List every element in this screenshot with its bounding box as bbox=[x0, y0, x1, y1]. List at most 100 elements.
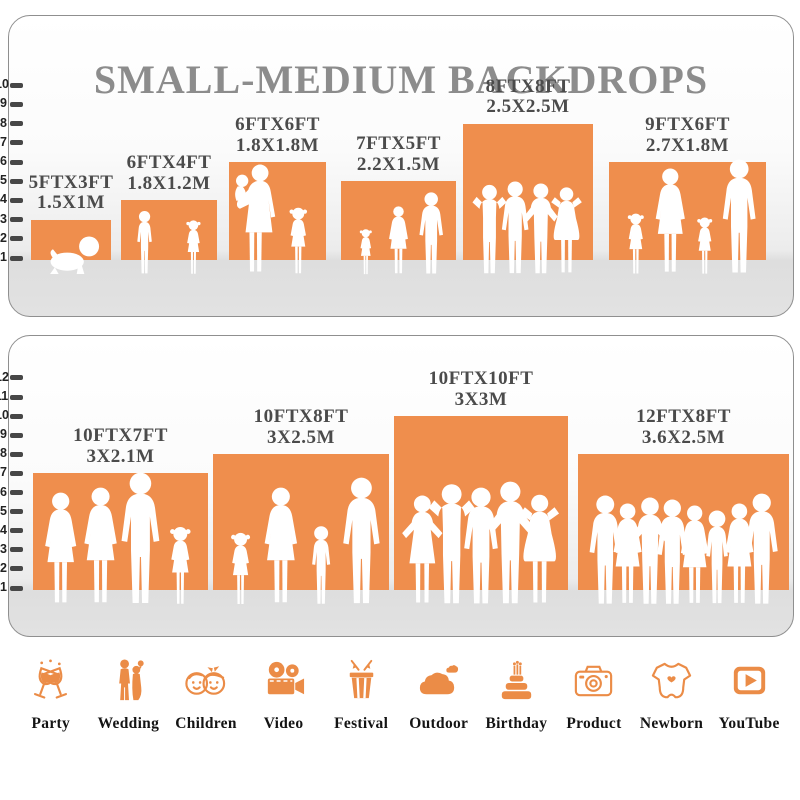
size-feet: 7FTX5FT bbox=[356, 133, 441, 155]
festival-icon bbox=[338, 657, 385, 704]
ruler-number: 2 bbox=[0, 230, 7, 245]
people-silhouette bbox=[45, 472, 191, 604]
backdrop-size-label: 8FTX8FT 2.5X2.5M bbox=[485, 75, 571, 118]
ruler-number: 4 bbox=[0, 522, 7, 537]
ruler-tick bbox=[10, 451, 23, 457]
man-silhouette bbox=[501, 181, 529, 274]
people-silhouette bbox=[589, 493, 778, 604]
category-birthday: Birthday bbox=[478, 657, 556, 733]
ruler-number: 8 bbox=[0, 446, 7, 461]
ruler-number: 11 bbox=[0, 389, 9, 403]
ruler-number: 10 bbox=[0, 77, 9, 92]
man-hips-silhouette bbox=[524, 183, 558, 274]
youtube-icon bbox=[726, 657, 773, 704]
size-feet: 5FTX3FT bbox=[28, 171, 114, 193]
man-silhouette bbox=[745, 493, 778, 604]
panel-small-medium-backdrops: SMALL-MEDIUM BACKDROPS 1 2 3 4 5 6 7 8 9 10 5FTX3F… bbox=[0, 15, 794, 317]
size-meters: 1.8X1.8M bbox=[235, 134, 320, 156]
category-product: Product bbox=[555, 657, 633, 733]
birthday-icon bbox=[493, 657, 540, 704]
people-silhouette bbox=[235, 164, 308, 274]
ruler-tick bbox=[10, 509, 23, 515]
size-feet: 12FTX8FT bbox=[636, 406, 731, 428]
ruler-tick bbox=[10, 470, 23, 476]
people-silhouette bbox=[627, 159, 756, 274]
girl-silhouette bbox=[231, 532, 251, 604]
ruler-tick bbox=[10, 490, 23, 495]
category-label: Birthday bbox=[485, 715, 548, 732]
man-silhouette bbox=[419, 192, 443, 274]
ruler-tick bbox=[10, 394, 23, 400]
backdrop-size-label: 7FTX5FT 2.2X1.5M bbox=[356, 134, 441, 175]
category-label: YouTube bbox=[718, 715, 780, 732]
ruler-tick bbox=[10, 236, 23, 242]
backdrop-size-label: 10FTX8FT 3X2.5M bbox=[254, 407, 349, 448]
ruler-tick bbox=[10, 197, 23, 203]
category-label: Party bbox=[31, 715, 71, 732]
category-label: Children bbox=[175, 715, 237, 732]
category-children: Children bbox=[167, 657, 245, 733]
ruler-number: 4 bbox=[0, 192, 7, 207]
newborn-icon bbox=[648, 657, 695, 704]
backdrop-size-label: 12FTX8FT 3.6X2.5M bbox=[636, 407, 731, 448]
girl-silhouette bbox=[289, 207, 308, 274]
page-title: SMALL-MEDIUM BACKDROPS bbox=[93, 56, 709, 102]
product-icon bbox=[570, 657, 617, 704]
backdrop-size-label: 10FTX10FT 3X3M bbox=[429, 369, 534, 410]
woman-silhouette bbox=[264, 487, 298, 603]
woman-baby-silhouette bbox=[235, 164, 276, 272]
ruler-number: 3 bbox=[0, 211, 7, 226]
man-silhouette bbox=[121, 472, 160, 603]
baby-silhouette bbox=[50, 236, 100, 275]
wedding-icon bbox=[105, 657, 152, 704]
size-feet: 10FTX8FT bbox=[253, 406, 349, 428]
ruler-number: 6 bbox=[0, 154, 7, 168]
size-meters: 3.6X2.5M bbox=[641, 426, 726, 448]
size-meters: 2.7X1.8M bbox=[645, 134, 730, 156]
ruler-tick bbox=[10, 375, 23, 381]
woman-silhouette bbox=[725, 503, 754, 603]
ruler-tick bbox=[10, 121, 23, 127]
ruler-tick bbox=[10, 566, 23, 572]
ruler-number: 8 bbox=[0, 115, 7, 130]
size-meters: 3X2.5M bbox=[267, 426, 335, 448]
people-silhouette bbox=[402, 481, 560, 604]
woman-silhouette bbox=[84, 487, 117, 603]
backdrop-size-label: 6FTX4FT 1.8X1.2M bbox=[127, 153, 212, 194]
size-feet: 10FTX10FT bbox=[428, 368, 534, 390]
boy-silhouette bbox=[706, 510, 728, 604]
size-meters: 1.5X1M bbox=[37, 192, 105, 214]
category-youtube: YouTube bbox=[710, 657, 788, 733]
ruler-tick bbox=[10, 547, 23, 553]
woman-silhouette bbox=[389, 206, 408, 274]
category-outdoor: Outdoor bbox=[400, 657, 478, 733]
girl-silhouette bbox=[359, 229, 372, 275]
girl-silhouette bbox=[697, 217, 713, 274]
ruler-number: 5 bbox=[0, 503, 7, 518]
size-feet: 6FTX4FT bbox=[126, 152, 212, 174]
ruler-number: 6 bbox=[0, 484, 7, 499]
woman-pose-silhouette bbox=[520, 494, 560, 603]
girl-silhouette bbox=[170, 527, 191, 604]
ruler-tick bbox=[10, 217, 23, 223]
size-feet: 8FTX8FT bbox=[485, 75, 571, 97]
category-label: Outdoor bbox=[409, 715, 469, 732]
woman-silhouette bbox=[45, 492, 77, 603]
panel-large-backdrops: 12345678910111210FTX7FT3X2.1M10FTX8FT3X2… bbox=[0, 335, 794, 637]
ruler-tick bbox=[10, 82, 23, 88]
category-label: Festival bbox=[334, 715, 389, 732]
size-meters: 1.8X1.2M bbox=[127, 172, 211, 194]
ruler-tick bbox=[10, 101, 23, 107]
people-silhouette bbox=[359, 192, 443, 275]
people-silhouette bbox=[137, 210, 201, 274]
category-party: Party bbox=[12, 657, 90, 733]
boy-silhouette bbox=[312, 526, 331, 604]
people-silhouette bbox=[472, 181, 582, 274]
ruler-number: 9 bbox=[0, 96, 7, 111]
ruler-number: 3 bbox=[0, 541, 7, 556]
backdrop-size-label: 9FTX6FT 2.7X1.8M bbox=[645, 114, 730, 156]
ruler-tick bbox=[10, 585, 23, 591]
girl-silhouette bbox=[627, 213, 644, 274]
backdrop-size-label: 6FTX6FT 1.8X1.8M bbox=[235, 114, 320, 156]
ruler-number: 5 bbox=[0, 173, 7, 188]
